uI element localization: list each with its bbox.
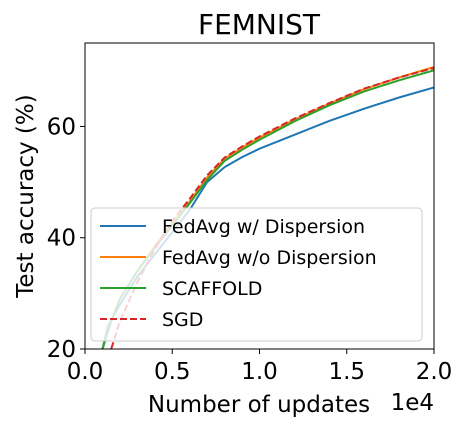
- y-tick-label: 20: [47, 337, 76, 363]
- chart-title: FEMNIST: [198, 8, 321, 41]
- x-tick-label: 2.0: [416, 359, 453, 385]
- y-axis-ticks: 20 40 60: [47, 114, 85, 363]
- legend: FedAvg w/ Dispersion FedAvg w/o Dispersio…: [90, 207, 423, 342]
- legend-box: [90, 207, 423, 342]
- legend-label-2: FedAvg w/o Dispersion: [162, 247, 377, 269]
- legend-label-1: FedAvg w/ Dispersion: [162, 216, 365, 238]
- x-tick-label: 1.5: [328, 359, 365, 385]
- x-tick-label: 0.5: [154, 359, 191, 385]
- x-axis-label: Number of updates: [148, 392, 370, 418]
- y-tick-label: 40: [47, 226, 76, 252]
- legend-label-4: SGD: [162, 309, 203, 331]
- x-axis-offset-label: 1e4: [391, 390, 434, 416]
- x-tick-label: 1.0: [241, 359, 278, 385]
- y-axis-label: Test accuracy (%): [13, 94, 39, 299]
- y-tick-label: 60: [47, 114, 76, 140]
- x-axis-ticks: 0.0 0.5 1.0 1.5 2.0: [67, 349, 453, 385]
- legend-label-3: SCAFFOLD: [162, 278, 262, 300]
- x-tick-label: 0.0: [67, 359, 104, 385]
